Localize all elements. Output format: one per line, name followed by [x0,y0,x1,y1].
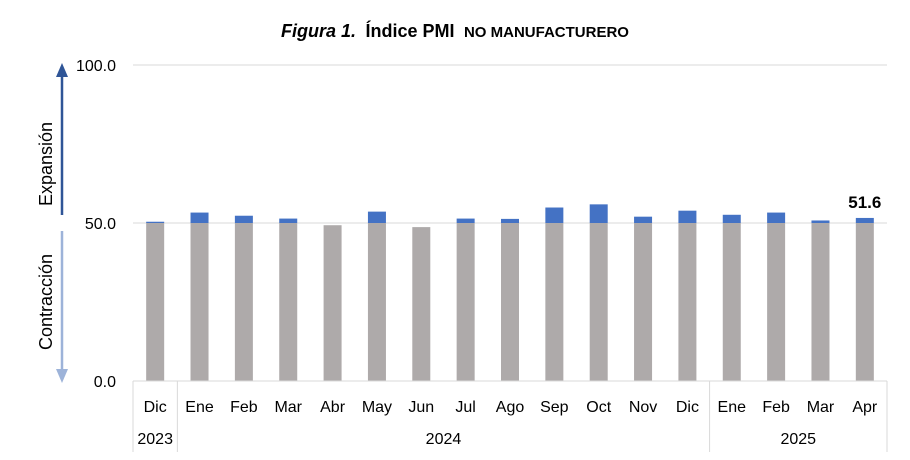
bar-base [146,223,165,381]
bar-base [545,223,564,381]
bar-expansion [146,221,165,223]
bar-base [589,223,608,381]
x-tick-label: Jul [455,399,475,416]
bar-base [234,223,253,381]
labels: 0.0 50.0 100.0 51.6 Dic Ene Feb Mar Abr May Jun Jul… [36,58,881,448]
bar-base [190,223,209,381]
x-tick-label: Mar [807,399,835,416]
bar-base [412,227,431,381]
expansion-arrowhead [56,63,68,77]
x-tick-label: Mar [274,399,302,416]
x-tick-label: Abr [320,399,346,416]
bar-expansion [190,212,209,223]
title-indice: Índice PMI [366,20,455,41]
bar-expansion [234,215,253,223]
bar-expansion [545,207,564,223]
bar-base [678,223,697,381]
x-tick-label: Oct [586,399,611,416]
x-tick-label: Ene [185,399,214,416]
bar-expansion [855,217,874,223]
x-tick-label: Ago [496,399,525,416]
x-tick-label: Jun [408,399,434,416]
data-label: 51.6 [848,193,881,212]
bar-base [811,223,830,381]
x-tick-label: May [362,399,392,416]
bar-base [367,223,386,381]
x-tick-label: Dic [676,399,699,416]
contraction-label: Contracción [36,254,56,350]
chart-title: Figura 1. Índice PMI no manufacturero [281,20,629,41]
expansion-label: Expansión [36,122,56,206]
bar-expansion [456,218,475,223]
bar-expansion [501,218,519,223]
contraction-arrowhead [56,369,68,383]
x-tick-label: Dic [144,399,167,416]
x-tick-label: Apr [852,399,878,416]
year-label: 2024 [426,431,462,448]
gridlines [133,64,887,224]
x-tick-label: Feb [762,399,790,416]
bar-base [279,223,298,381]
year-label: 2025 [780,431,816,448]
bar-expansion [589,204,608,223]
bar-base [323,225,342,381]
bar-base [456,223,475,381]
bar-expansion [722,214,741,223]
y-tick-label: 50.0 [85,216,116,233]
title-rest: no manufacturero [464,24,629,41]
year-label: 2023 [137,431,173,448]
bar-base [634,223,653,381]
x-tick-label: Nov [629,399,657,416]
bar-base [767,223,786,381]
bar-base [855,223,874,381]
bar-expansion [811,220,830,223]
x-tick-label: Sep [540,399,569,416]
x-tick-label: Ene [718,399,747,416]
bar-base [501,223,519,381]
bars [146,204,874,381]
x-tick-label: Feb [230,399,258,416]
bar-base [722,223,741,381]
y-tick-label: 0.0 [94,374,116,391]
title-figura: Figura 1. [281,21,356,41]
y-tick-label: 100.0 [76,58,116,75]
bar-expansion [678,210,697,223]
bar-expansion [279,218,298,223]
bar-expansion [767,212,786,223]
bar-expansion [367,211,386,223]
bar-expansion [634,216,653,223]
axes [56,63,888,452]
